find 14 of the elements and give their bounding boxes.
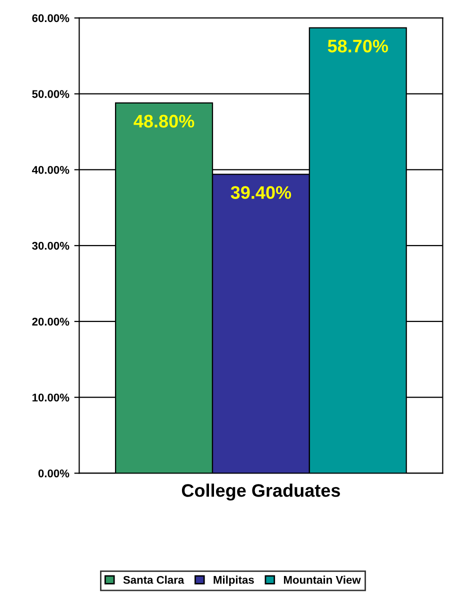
legend-label: Santa Clara	[123, 576, 184, 584]
y-tick-label: 10.00%	[32, 394, 70, 402]
legend-label: Milpitas	[214, 576, 254, 586]
y-tick-label: 50.00%	[32, 90, 70, 98]
y-tick-label: 20.00%	[32, 318, 70, 326]
data-label: 39.40%	[230, 186, 292, 199]
y-tick-label: 40.00%	[32, 166, 70, 174]
y-tick-label: 60.00%	[32, 14, 70, 22]
data-label: 58.70%	[328, 40, 388, 52]
x-axis-title: College Graduates	[182, 484, 340, 501]
y-tick-label: 30.00%	[32, 242, 70, 250]
data-label: 48.80%	[134, 114, 194, 128]
legend-label: Mountain View	[284, 576, 361, 584]
y-tick-label: 0.00%	[38, 469, 70, 478]
